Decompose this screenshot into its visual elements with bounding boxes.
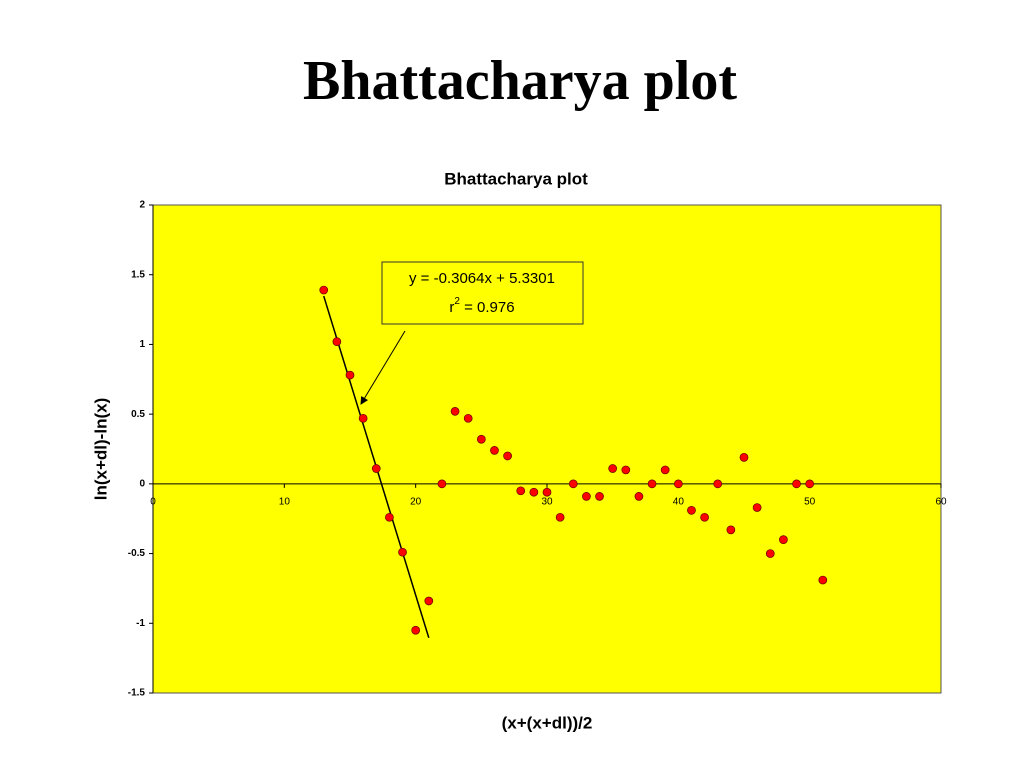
y-tick-label: 2 (139, 200, 145, 211)
point (450, 407, 460, 416)
point (595, 492, 604, 501)
point (358, 413, 368, 423)
point (713, 479, 723, 489)
callout-arrow (360, 330, 406, 405)
y-tick-label: 0 (139, 478, 145, 489)
equation-box (381, 261, 584, 325)
point (332, 337, 342, 346)
point (437, 479, 447, 489)
point (490, 446, 499, 455)
r-sup: 2 (454, 296, 460, 307)
x-tick-label: 40 (673, 496, 685, 507)
point (516, 486, 526, 496)
point (752, 503, 762, 512)
point (660, 465, 670, 475)
point (634, 492, 644, 501)
point (726, 525, 736, 535)
point (700, 512, 709, 522)
point (673, 479, 683, 489)
chart-title: Bhattacharya plot (444, 169, 588, 188)
r-base: r (449, 299, 454, 316)
point (765, 549, 775, 558)
x-tick-label: 60 (935, 496, 947, 507)
point (385, 512, 394, 522)
x-tick-label: 0 (150, 496, 156, 507)
x-tick-label: 20 (410, 496, 422, 507)
r-rest: = 0.976 (460, 299, 515, 316)
slide-title: Bhattacharya plot (303, 50, 737, 112)
y-tick-label: 0.5 (131, 409, 145, 420)
point (687, 505, 696, 515)
r-squared: r2 = 0.976 (449, 296, 514, 316)
point (555, 512, 565, 522)
y-tick-label: -1 (136, 618, 145, 629)
point (503, 451, 512, 461)
point (542, 487, 552, 497)
y-tick-label: 1.5 (131, 269, 145, 280)
point (647, 479, 657, 489)
point (371, 464, 381, 473)
point (424, 596, 434, 606)
point (463, 413, 473, 423)
point (582, 492, 591, 501)
point (779, 535, 788, 544)
point (739, 453, 749, 462)
y-tick-label: -1.5 (128, 688, 146, 699)
point (476, 434, 486, 444)
point (818, 575, 828, 585)
point (621, 465, 631, 475)
equation: y = -0.3064x + 5.3301 (409, 270, 555, 287)
x-axis-label: (x+(x+dl))/2 (502, 713, 593, 732)
point (608, 464, 618, 473)
point (411, 625, 421, 635)
point (792, 479, 801, 489)
x-tick-label: 30 (541, 496, 553, 507)
point (529, 487, 539, 497)
point (568, 479, 578, 489)
point (805, 479, 815, 489)
y-tick-label: -0.5 (128, 548, 146, 559)
point (398, 547, 407, 557)
point (319, 285, 329, 295)
y-axis-label: ln(x+dl)-ln(x) (91, 398, 110, 500)
y-tick-label: 1 (139, 339, 145, 350)
x-tick-label: 10 (279, 496, 291, 507)
point (345, 370, 355, 380)
x-tick-label: 50 (804, 496, 816, 507)
